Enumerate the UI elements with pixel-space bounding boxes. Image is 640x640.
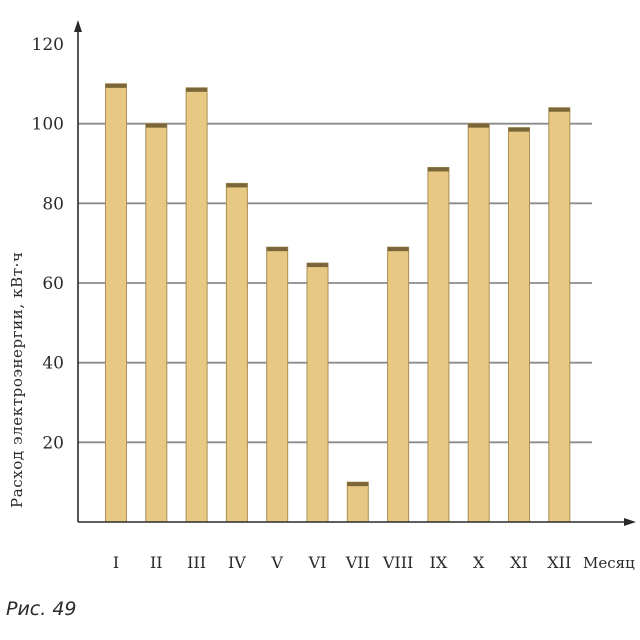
x-tick-label: I [113, 553, 119, 572]
bar-top-IX [427, 167, 449, 172]
x-tick-label: XII [547, 553, 571, 572]
x-tick-label: VIII [382, 553, 414, 572]
y-tick-label: 120 [32, 35, 64, 55]
x-tick-label: II [150, 553, 163, 572]
x-tick-label: X [473, 553, 485, 572]
y-tick-label: 100 [32, 115, 64, 135]
bar-XI [508, 127, 530, 523]
x-tick-label: VI [308, 553, 327, 572]
bar-top-XI [508, 127, 530, 132]
y-tick-label: 20 [42, 433, 64, 453]
bar-XII [548, 107, 571, 523]
y-tick-label: 60 [42, 274, 64, 294]
bar-top-IV [226, 183, 248, 188]
bar-X [467, 123, 490, 523]
bar-top-VIII [387, 247, 409, 252]
axes [74, 20, 636, 526]
y-axis-label: Расход электроэнергии, кВт·ч [8, 252, 26, 509]
x-tick-label: III [187, 553, 206, 572]
x-tick-label: IV [228, 553, 246, 572]
bar-IX [427, 166, 450, 523]
bars [105, 83, 571, 523]
x-tick-label: IX [430, 553, 448, 572]
y-axis-arrow [74, 20, 82, 32]
y-tick-label: 40 [42, 354, 64, 374]
bar-VII [346, 481, 369, 523]
bar-II [145, 123, 168, 523]
x-axis-arrow [624, 518, 636, 526]
bar-III [185, 87, 208, 523]
x-tick-labels: I II III IV V VI VII VIII IX X XI XII [113, 553, 571, 572]
bar-VI [306, 262, 329, 523]
bar-top-V [266, 247, 288, 252]
bar-VIII [387, 246, 410, 523]
bar-top-II [145, 123, 167, 128]
bar-top-I [105, 83, 127, 88]
x-tick-label: VII [345, 553, 370, 572]
y-tick-label: 80 [42, 194, 64, 214]
x-axis-label: Месяц [583, 554, 635, 572]
bar-top-VI [307, 263, 328, 268]
bar-top-XII [548, 107, 570, 112]
bar-IV [225, 182, 248, 523]
bar-top-III [186, 87, 208, 92]
y-tick-labels: 20 40 60 80 100 120 [32, 35, 64, 453]
bar-V [266, 246, 289, 523]
bar-top-X [468, 123, 490, 128]
x-tick-label: V [270, 553, 283, 572]
x-tick-label: XI [510, 553, 528, 572]
bar-top-VII [347, 482, 369, 487]
figure-caption: Рис. 49 [6, 598, 77, 620]
bar-I [105, 83, 127, 523]
